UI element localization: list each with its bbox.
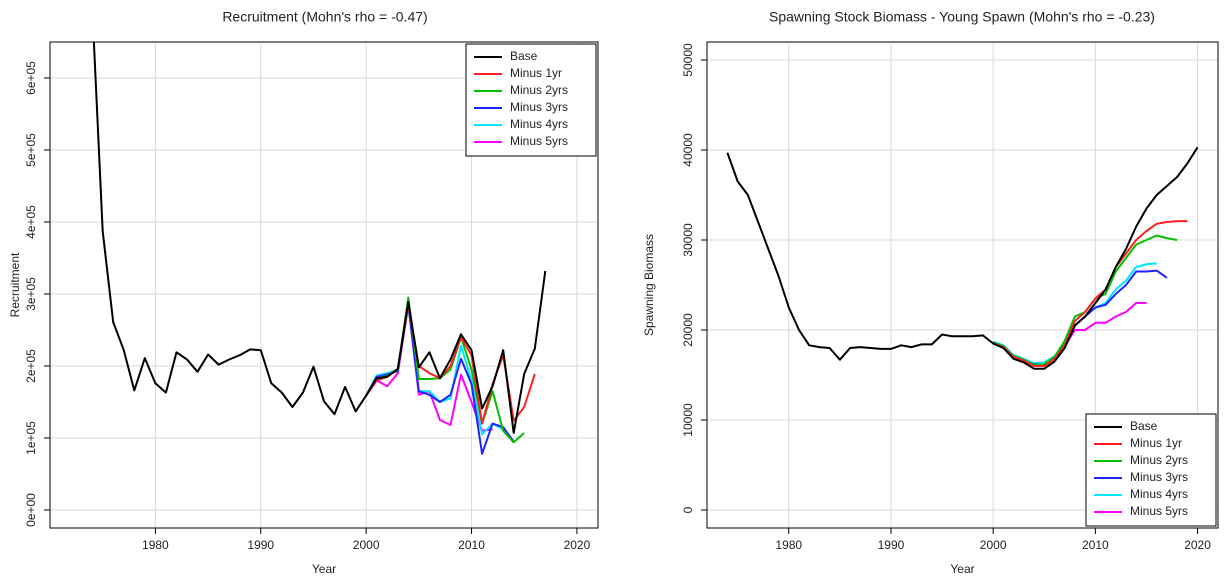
- y-tick-label: 5e+05: [24, 133, 38, 167]
- legend: Base Minus 1yr Minus 2yrs Minus 3yrs Minus 4…: [1085, 413, 1217, 527]
- x-tick-label: 2020: [564, 538, 591, 552]
- series-line: [365, 303, 504, 436]
- x-tick-label: 1990: [247, 538, 274, 552]
- legend-label: Minus 1yr: [510, 66, 562, 80]
- series-line: [992, 234, 1178, 367]
- legend-box: [465, 43, 597, 157]
- series-line: [92, 42, 547, 434]
- legend-label: Minus 5yrs: [1130, 504, 1188, 518]
- x-tick-label: 1980: [775, 538, 802, 552]
- legend: Base Minus 1yr Minus 2yrs Minus 3yrs Minus 4…: [465, 43, 597, 157]
- x-tick-label: 2020: [1184, 538, 1211, 552]
- legend-label: Minus 2yrs: [510, 83, 568, 97]
- series-line: [992, 269, 1168, 367]
- y-tick-label: 2e+05: [24, 349, 38, 383]
- y-tick-label: 3e+05: [24, 277, 38, 311]
- chart-title: Recruitment (Mohn's rho = -0.47): [222, 9, 427, 25]
- series-line: [992, 220, 1188, 367]
- legend-label: Minus 4yrs: [510, 117, 568, 131]
- panel: Spawning Stock Biomass - Young Spawn (Mo…: [642, 9, 1219, 576]
- x-tick-label: 2000: [353, 538, 380, 552]
- legend-label: Minus 4yrs: [1130, 487, 1188, 501]
- y-tick-label: 10000: [681, 403, 695, 437]
- y-tick-label: 4e+05: [24, 205, 38, 239]
- series-line: [365, 303, 515, 455]
- y-tick-label: 1e+05: [24, 421, 38, 455]
- series-line: [726, 146, 1199, 370]
- chart-title: Spawning Stock Biomass - Young Spawn (Mo…: [769, 9, 1155, 25]
- legend-label: Minus 2yrs: [1130, 453, 1188, 467]
- legend-label: Minus 3yrs: [1130, 470, 1188, 484]
- x-axis-label: Year: [312, 562, 336, 576]
- x-tick-label: 2010: [458, 538, 485, 552]
- plot-frame: [49, 41, 599, 529]
- x-tick-label: 2000: [980, 538, 1007, 552]
- y-axis-label: Recruitment: [8, 252, 22, 317]
- x-tick-label: 2010: [1082, 538, 1109, 552]
- y-tick-label: 20000: [681, 313, 695, 347]
- y-tick-label: 30000: [681, 223, 695, 257]
- plot-frame: [706, 41, 1219, 529]
- legend-label: Minus 1yr: [1130, 436, 1182, 450]
- y-tick-label: 0: [681, 506, 695, 513]
- x-tick-label: 1990: [878, 538, 905, 552]
- y-tick-label: 6e+05: [24, 61, 38, 95]
- y-axis-label: Spawning Biomass: [642, 234, 656, 336]
- legend-label: Minus 5yrs: [510, 134, 568, 148]
- y-tick-label: 50000: [681, 43, 695, 77]
- x-axis-label: Year: [950, 562, 974, 576]
- y-tick-label: 40000: [681, 133, 695, 167]
- legend-label: Minus 3yrs: [510, 100, 568, 114]
- panel: Recruitment (Mohn's rho = -0.47) Year Recr…: [8, 9, 599, 576]
- legend-box: [1085, 413, 1217, 527]
- legend-label: Base: [510, 49, 538, 63]
- y-tick-label: 0e+00: [24, 493, 38, 527]
- x-tick-label: 1980: [142, 538, 169, 552]
- legend-label: Base: [1130, 419, 1158, 433]
